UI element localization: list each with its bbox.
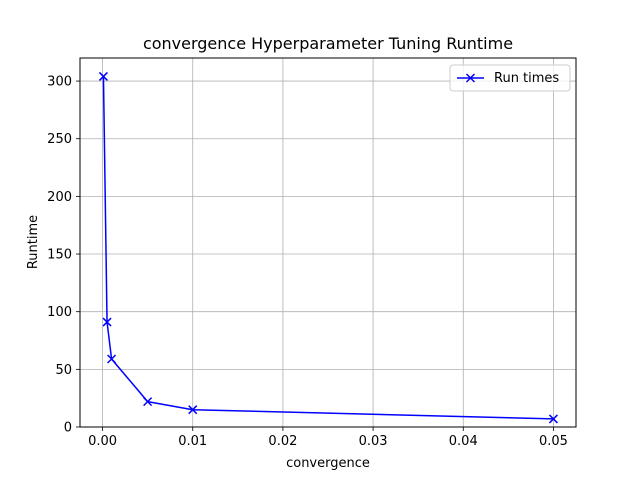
x-tick-label: 0.05 — [539, 434, 568, 449]
legend-series-marker — [465, 73, 476, 83]
x-axis-title: convergence — [286, 456, 370, 471]
x-tick-label: 0.00 — [88, 434, 117, 449]
data-point-marker — [98, 71, 108, 81]
y-tick-label: 0 — [64, 421, 72, 436]
data-point-marker — [143, 397, 153, 407]
y-tick-label: 300 — [47, 75, 72, 90]
data-point-marker — [107, 354, 117, 364]
legend-label-run-times: Run times — [494, 71, 559, 86]
data-point-marker — [548, 414, 558, 424]
y-tick-label: 200 — [47, 190, 72, 205]
y-tick-label: 150 — [47, 248, 72, 263]
x-axis-ticks: 0.00 0.01 0.02 0.03 0.04 0.05 — [88, 427, 568, 449]
legend-box — [449, 64, 571, 92]
x-tick-label: 0.04 — [449, 434, 478, 449]
chart-title: convergence Hyperparameter Tuning Runtim… — [143, 34, 513, 53]
grid-lines — [80, 58, 576, 428]
x-tick-label: 0.01 — [178, 434, 207, 449]
y-tick-label: 100 — [47, 305, 72, 320]
series-line-run-times — [102, 76, 554, 420]
x-tick-label: 0.02 — [268, 434, 297, 449]
y-axis-title: Runtime — [26, 215, 41, 269]
data-point-marker — [102, 317, 112, 327]
legend: Run times — [449, 64, 571, 92]
y-tick-label: 50 — [55, 363, 72, 378]
y-axis-ticks: 0 50 100 150 200 250 300 — [47, 75, 80, 436]
data-point-marker — [188, 405, 198, 415]
series-layer — [98, 71, 558, 424]
plot-area-border — [79, 57, 577, 428]
y-tick-label: 250 — [47, 132, 72, 147]
x-tick-label: 0.03 — [359, 434, 388, 449]
